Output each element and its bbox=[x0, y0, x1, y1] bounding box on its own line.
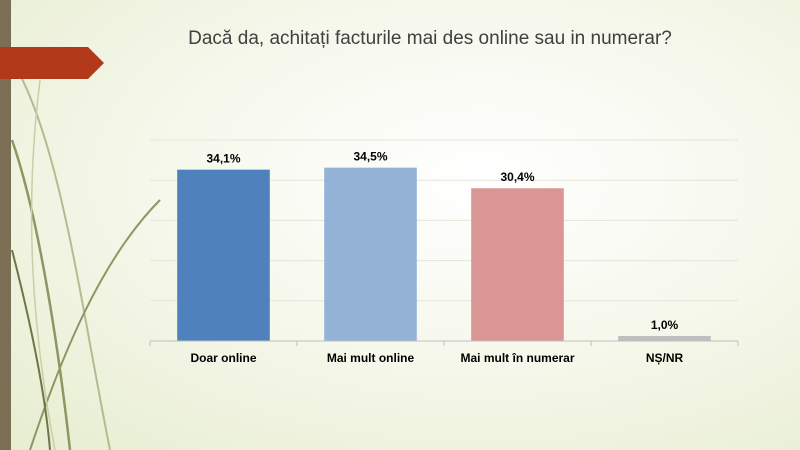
data-label-1: 34,5% bbox=[353, 150, 387, 164]
data-label-3: 1,0% bbox=[651, 318, 679, 332]
data-label-0: 34,1% bbox=[206, 152, 240, 166]
bar-2 bbox=[471, 188, 564, 341]
category-label-2: Mai mult în numerar bbox=[460, 351, 574, 365]
bar-1 bbox=[324, 167, 417, 341]
category-label-0: Doar online bbox=[190, 351, 256, 365]
bar-0 bbox=[177, 169, 270, 341]
title-arrow-shape bbox=[0, 47, 104, 79]
bar-3 bbox=[618, 335, 711, 341]
chart-title: Dacă da, achitați facturile mai des onli… bbox=[188, 28, 672, 49]
data-label-2: 30,4% bbox=[500, 170, 534, 184]
category-label-3: NȘ/NR bbox=[646, 351, 684, 365]
side-bar bbox=[0, 0, 11, 450]
category-label-1: Mai mult online bbox=[327, 351, 415, 365]
